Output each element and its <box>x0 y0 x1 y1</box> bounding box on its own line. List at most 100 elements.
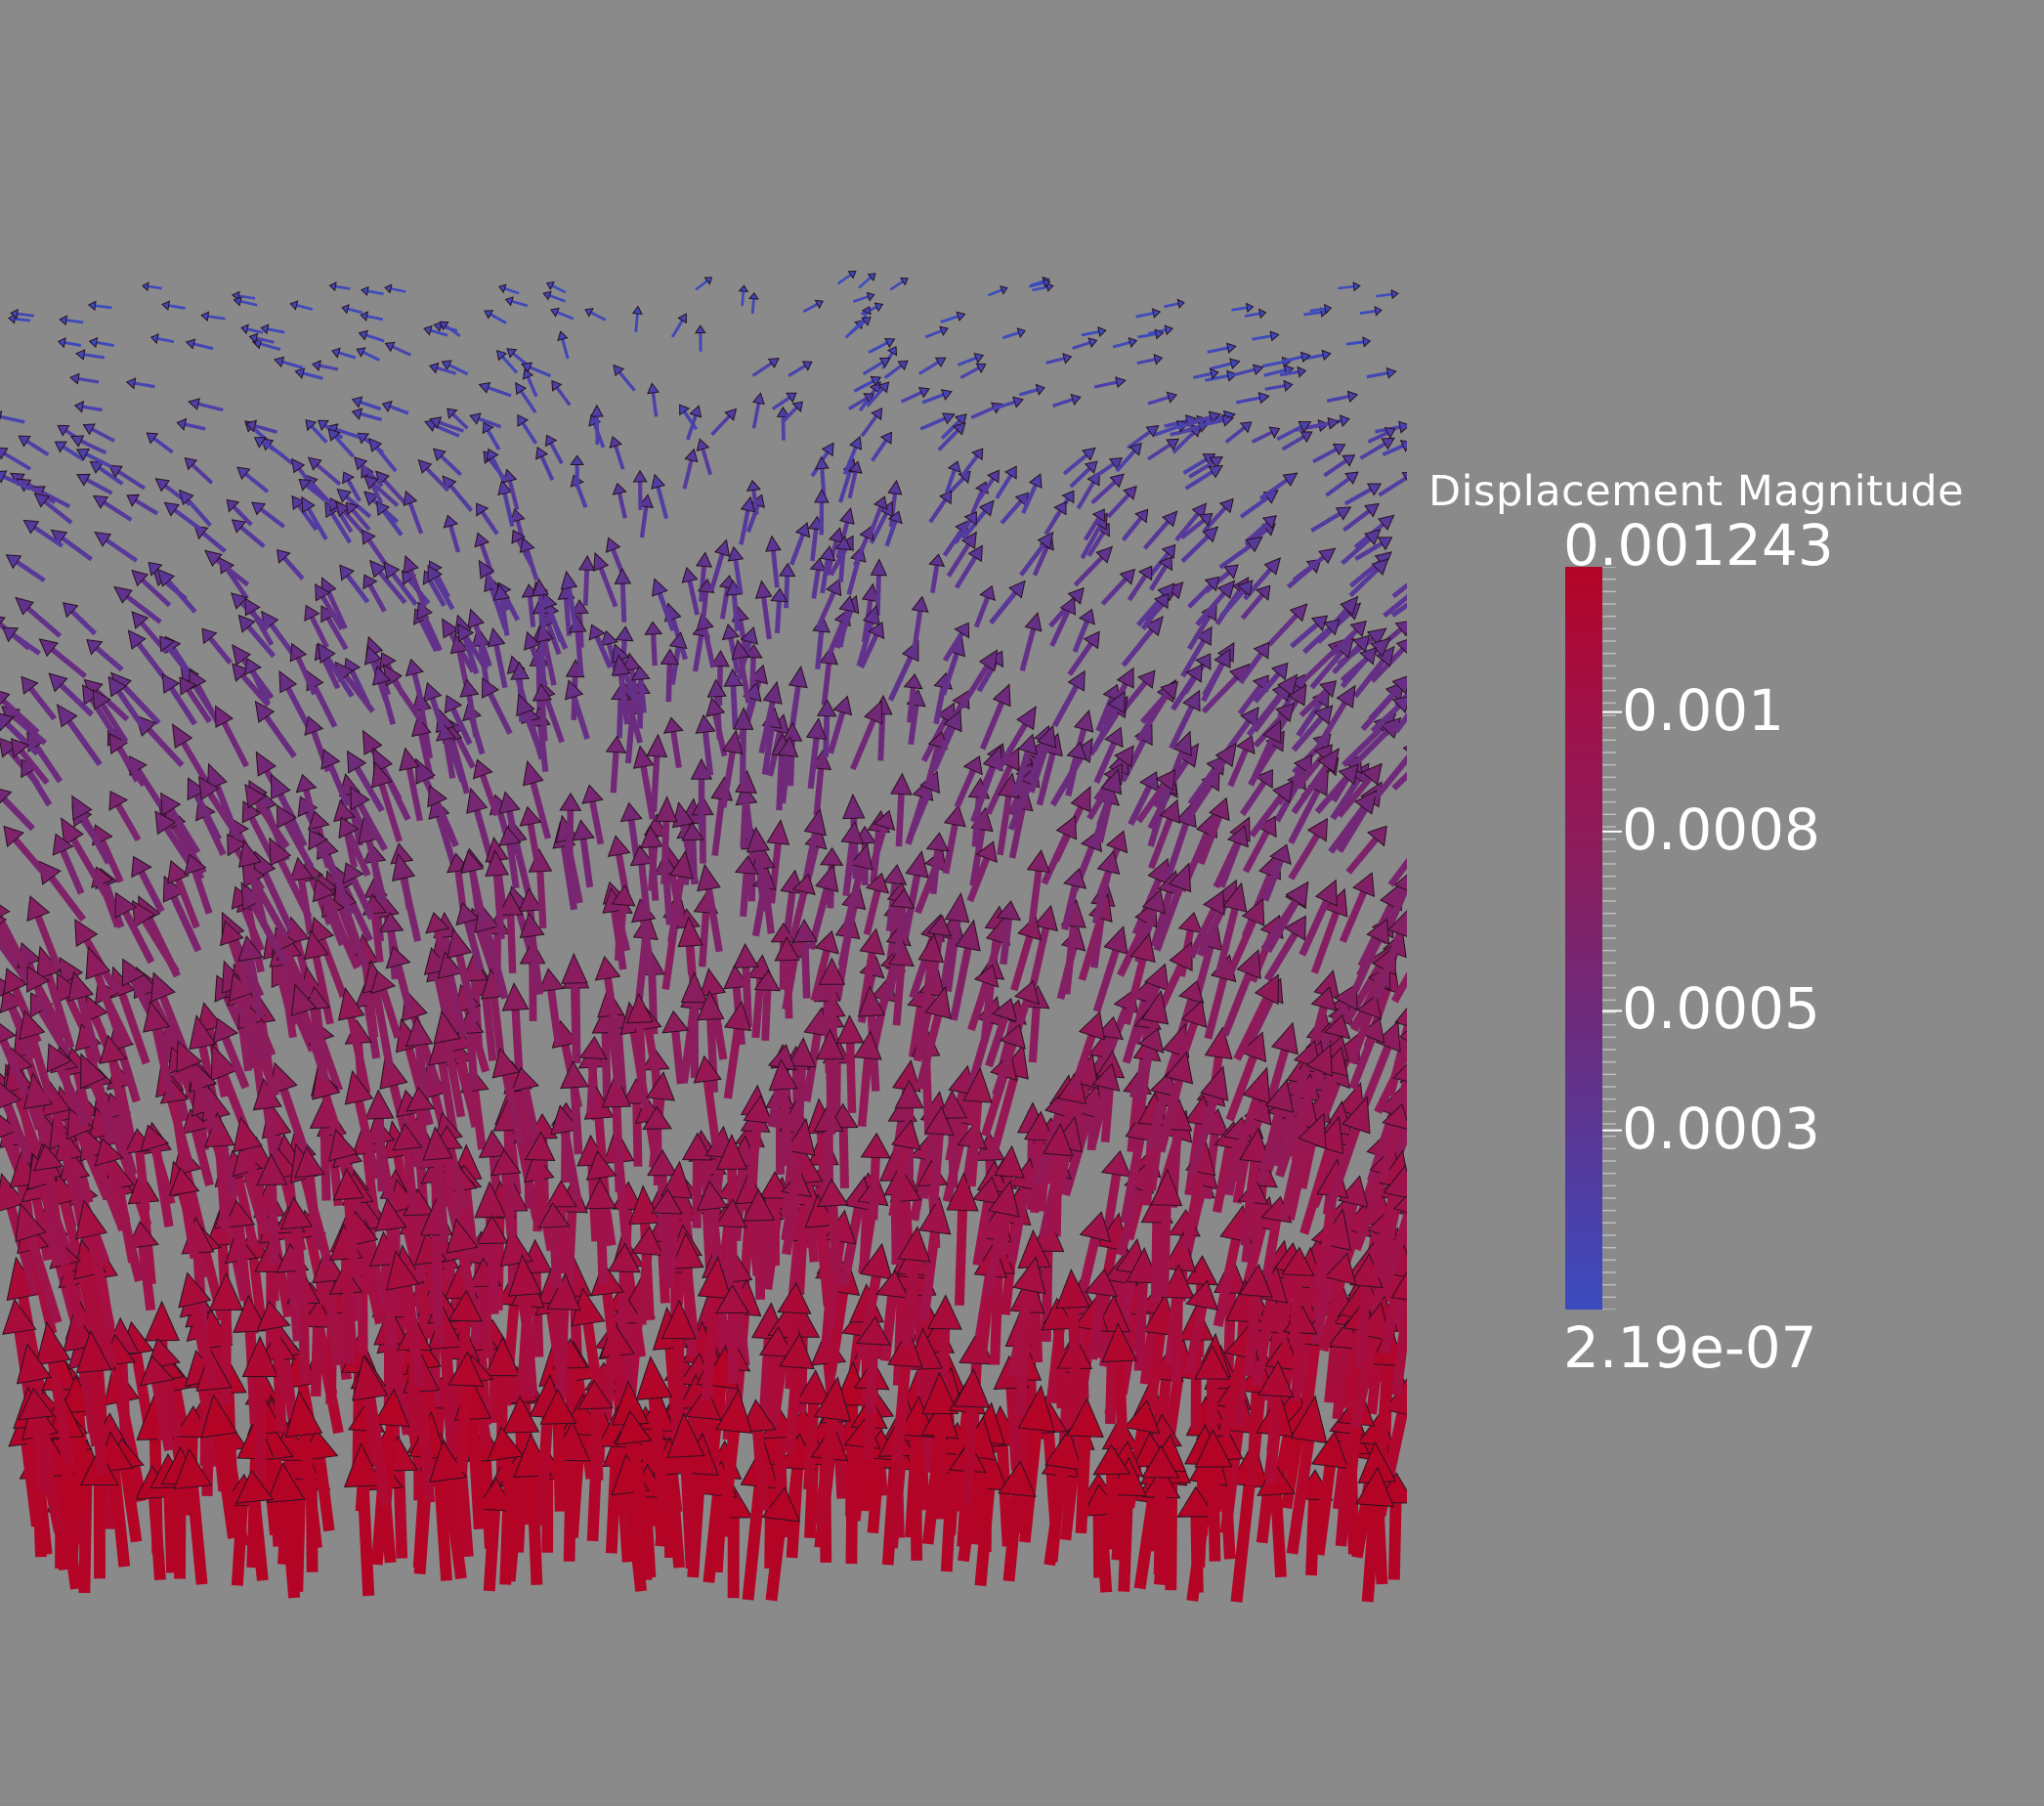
displacement-arrow <box>460 849 488 924</box>
displacement-arrow <box>890 887 916 955</box>
displacement-arrow <box>46 1043 90 1127</box>
displacement-arrow <box>476 1215 509 1314</box>
displacement-arrow <box>149 332 175 345</box>
displacement-arrow <box>200 311 226 322</box>
displacement-arrow <box>1390 1270 1407 1397</box>
displacement-arrow <box>611 883 636 956</box>
displacement-arrow <box>601 1072 632 1192</box>
displacement-arrow <box>1171 664 1203 711</box>
displacement-arrow <box>3 825 48 877</box>
displacement-arrow <box>298 479 327 502</box>
displacement-arrow <box>63 602 98 636</box>
displacement-arrow <box>928 553 946 594</box>
displacement-arrow <box>897 1226 931 1347</box>
displacement-arrow <box>277 548 305 580</box>
displacement-arrow <box>8 313 31 324</box>
displacement-arrow <box>107 464 147 491</box>
displacement-arrow <box>651 1187 683 1276</box>
displacement-arrow <box>1328 790 1378 854</box>
displacement-arrow <box>751 392 765 429</box>
displacement-arrow <box>765 535 782 588</box>
displacement-arrow <box>320 749 351 807</box>
displacement-arrow <box>342 862 375 921</box>
displacement-arrow <box>1019 531 1054 577</box>
displacement-arrow <box>237 934 265 1019</box>
displacement-arrow <box>490 1148 522 1237</box>
displacement-arrow <box>368 437 398 473</box>
displacement-arrow <box>652 578 676 632</box>
displacement-arrow <box>25 966 68 1040</box>
displacement-arrow <box>1106 485 1137 519</box>
displacement-arrow <box>392 852 422 942</box>
scalar-bar-gradient <box>1565 567 1602 1310</box>
displacement-arrow <box>251 501 285 529</box>
displacement-arrow <box>1203 497 1234 533</box>
displacement-arrow <box>1081 326 1107 337</box>
displacement-arrow <box>535 446 555 481</box>
displacement-arrow <box>1161 1264 1196 1383</box>
displacement-arrow <box>1377 1103 1407 1183</box>
displacement-arrow <box>1092 1443 1131 1550</box>
displacement-arrow <box>0 712 40 756</box>
displacement-arrow <box>358 329 385 343</box>
displacement-arrow <box>56 703 103 766</box>
displacement-arrow <box>1090 473 1125 505</box>
displacement-arrow <box>670 313 687 338</box>
displacement-arrow <box>371 665 397 725</box>
displacement-arrow <box>1032 281 1054 292</box>
displacement-arrow <box>1256 1078 1295 1184</box>
displacement-arrow <box>318 642 355 698</box>
displacement-arrow <box>0 410 25 424</box>
displacement-arrow <box>498 283 520 295</box>
displacement-arrow <box>176 1040 222 1135</box>
displacement-arrow <box>810 929 839 1002</box>
displacement-arrow <box>399 747 423 822</box>
displacement-arrow <box>1147 438 1180 461</box>
displacement-arrow <box>788 1037 817 1140</box>
displacement-arrow <box>813 1376 851 1526</box>
displacement-arrow <box>550 1104 582 1201</box>
displacement-arrow <box>269 837 313 920</box>
displacement-arrow <box>1252 673 1299 733</box>
displacement-arrow <box>1001 327 1026 340</box>
displacement-arrow <box>1253 662 1289 704</box>
displacement-arrow <box>107 675 148 731</box>
displacement-arrow <box>231 290 256 301</box>
displacement-arrow <box>1339 872 1376 943</box>
displacement-arrow <box>21 675 58 721</box>
displacement-arrow <box>94 1138 131 1223</box>
displacement-arrow <box>957 352 985 366</box>
displacement-arrow <box>1062 447 1096 476</box>
displacement-arrow <box>1393 712 1407 734</box>
displacement-arrow <box>305 419 328 444</box>
displacement-arrow <box>982 1180 1020 1298</box>
displacement-arrow <box>244 657 271 705</box>
displacement-arrow <box>331 347 357 360</box>
displacement-arrow <box>114 891 155 965</box>
displacement-arrow <box>1367 426 1396 444</box>
displacement-arrow <box>1115 442 1142 473</box>
displacement-arrow <box>666 1411 705 1570</box>
displacement-arrow <box>1142 510 1178 550</box>
displacement-arrow <box>996 900 1022 966</box>
displacement-arrow <box>992 1023 1026 1096</box>
displacement-arrow <box>970 745 1003 823</box>
displacement-arrow <box>856 1242 893 1361</box>
displacement-arrow <box>99 1034 130 1128</box>
displacement-arrow <box>362 529 389 568</box>
displacement-arrow <box>223 1199 256 1292</box>
displacement-arrow <box>1310 506 1352 533</box>
displacement-arrow <box>546 1272 581 1401</box>
displacement-arrow <box>971 1176 1003 1267</box>
displacement-arrow <box>723 1000 752 1099</box>
displacement-arrow <box>1309 303 1333 315</box>
displacement-arrow <box>59 315 84 326</box>
displacement-arrow <box>1345 825 1387 875</box>
displacement-arrow <box>998 1460 1037 1582</box>
displacement-arrow <box>1092 925 1128 1013</box>
displacement-arrow <box>1011 733 1039 797</box>
displacement-arrow <box>621 652 642 711</box>
displacement-arrow <box>814 489 830 536</box>
displacement-arrow <box>940 311 966 323</box>
